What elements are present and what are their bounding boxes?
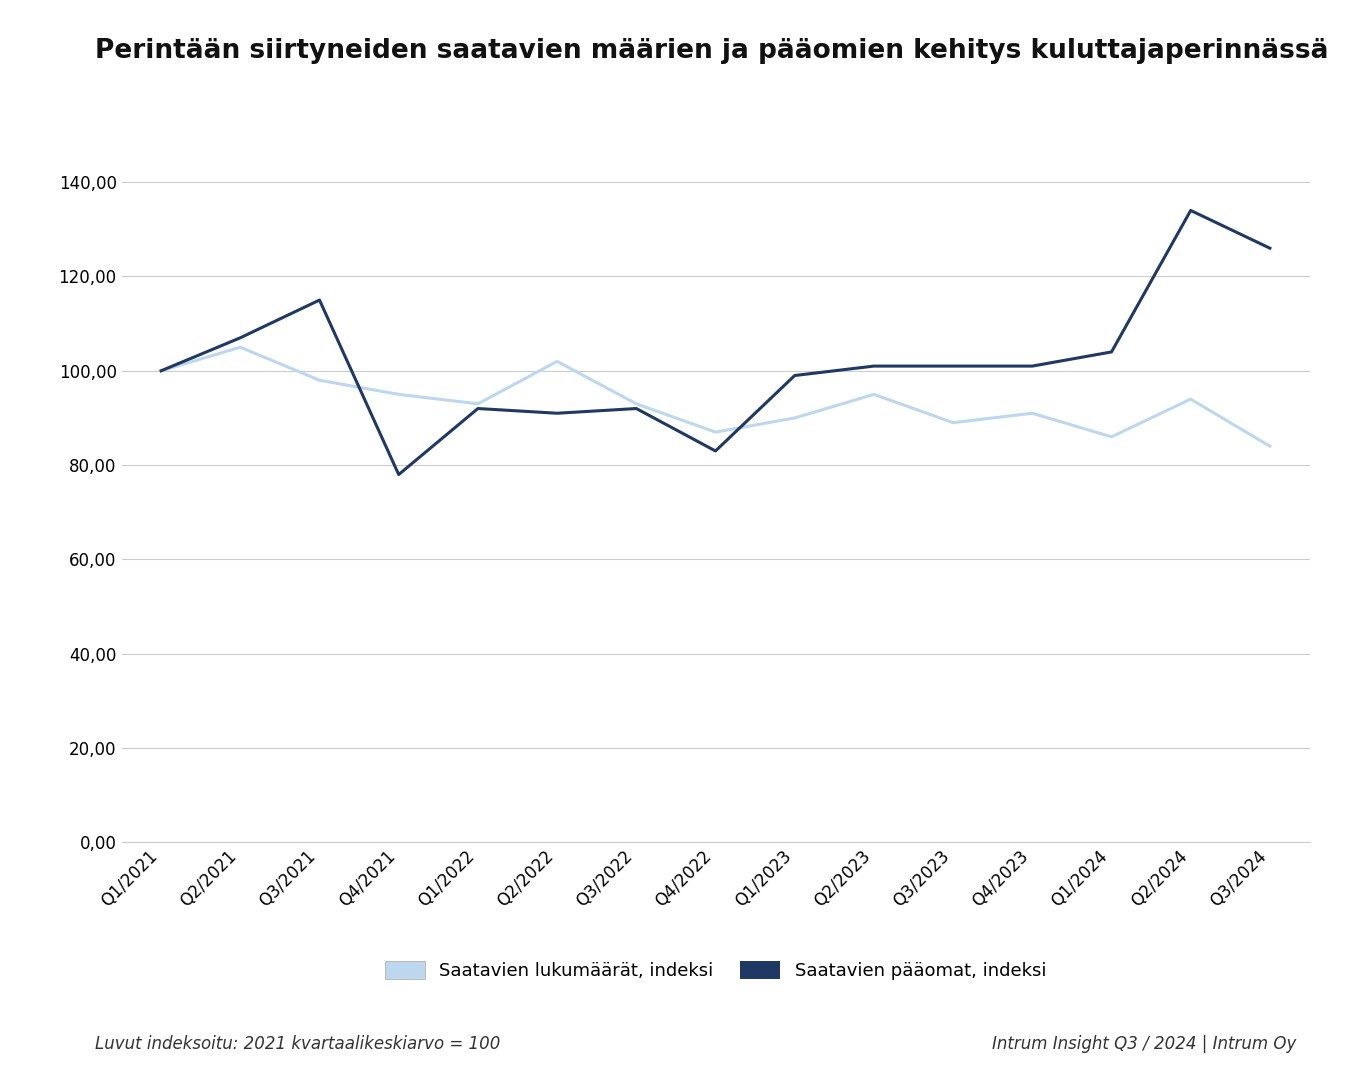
Text: Luvut indeksoitu: 2021 kvartaalikeskiarvo = 100: Luvut indeksoitu: 2021 kvartaalikeskiarv… — [95, 1035, 500, 1053]
Legend: Saatavien lukumäärät, indeksi, Saatavien pääomat, indeksi: Saatavien lukumäärät, indeksi, Saatavien… — [375, 953, 1056, 989]
Text: Intrum Insight Q3 / 2024 | Intrum Oy: Intrum Insight Q3 / 2024 | Intrum Oy — [992, 1035, 1296, 1053]
Text: Perintään siirtyneiden saatavien määrien ja pääomien kehitys kuluttajaperinnässä: Perintään siirtyneiden saatavien määrien… — [95, 38, 1328, 64]
